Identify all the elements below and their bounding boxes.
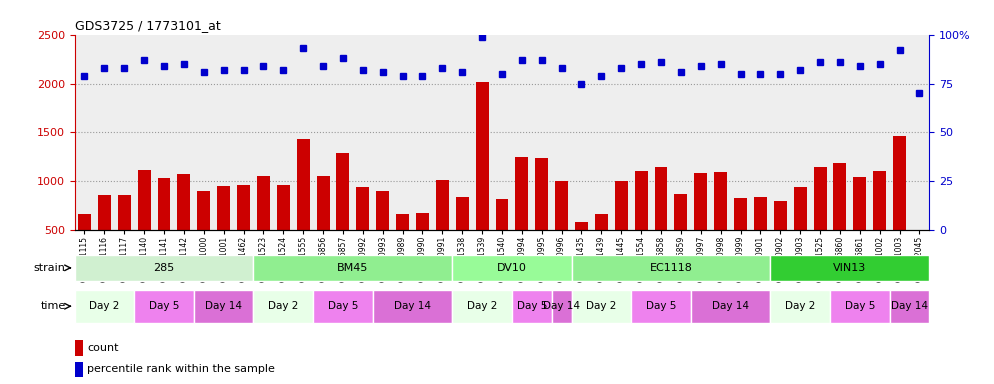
- FancyBboxPatch shape: [253, 290, 313, 323]
- FancyBboxPatch shape: [452, 290, 512, 323]
- Text: GDS3725 / 1773101_at: GDS3725 / 1773101_at: [75, 19, 221, 32]
- Text: Day 14: Day 14: [205, 301, 243, 311]
- Bar: [277, 185, 290, 279]
- Bar: [794, 187, 807, 279]
- Text: Day 14: Day 14: [891, 301, 928, 311]
- Bar: [655, 167, 668, 279]
- FancyBboxPatch shape: [631, 290, 691, 323]
- FancyBboxPatch shape: [770, 290, 830, 323]
- Text: Day 5: Day 5: [328, 301, 358, 311]
- Bar: [874, 170, 887, 279]
- Text: Day 14: Day 14: [712, 301, 749, 311]
- Bar: [615, 182, 628, 279]
- Bar: [496, 199, 509, 279]
- Bar: [894, 136, 907, 279]
- Text: strain: strain: [34, 263, 66, 273]
- Bar: [476, 81, 489, 279]
- Text: Day 2: Day 2: [268, 301, 298, 311]
- FancyBboxPatch shape: [313, 290, 373, 323]
- Bar: [178, 174, 191, 279]
- Bar: [98, 195, 111, 279]
- Bar: [297, 139, 310, 279]
- Text: Day 5: Day 5: [646, 301, 676, 311]
- FancyBboxPatch shape: [552, 290, 572, 323]
- Bar: [516, 157, 529, 279]
- Bar: [75, 362, 83, 377]
- Bar: [754, 197, 767, 279]
- Bar: [854, 177, 867, 279]
- Bar: [814, 167, 827, 279]
- FancyBboxPatch shape: [134, 290, 194, 323]
- Bar: [774, 201, 787, 279]
- Bar: [834, 163, 847, 279]
- Bar: [238, 185, 250, 279]
- Text: percentile rank within the sample: percentile rank within the sample: [87, 364, 275, 374]
- Bar: [695, 173, 708, 279]
- Bar: [556, 182, 569, 279]
- FancyBboxPatch shape: [770, 255, 929, 281]
- Text: Day 5: Day 5: [517, 301, 547, 311]
- Bar: [257, 175, 270, 279]
- Text: Day 2: Day 2: [785, 301, 815, 311]
- FancyBboxPatch shape: [830, 290, 890, 323]
- Bar: [576, 222, 588, 279]
- Text: Day 5: Day 5: [845, 301, 875, 311]
- Text: Day 2: Day 2: [467, 301, 497, 311]
- Bar: [595, 214, 608, 279]
- FancyBboxPatch shape: [452, 255, 572, 281]
- Text: DV10: DV10: [497, 263, 527, 273]
- Text: VIN13: VIN13: [833, 263, 867, 273]
- Text: Day 2: Day 2: [586, 301, 616, 311]
- Bar: [913, 237, 926, 279]
- Text: BM45: BM45: [337, 263, 369, 273]
- Text: Day 2: Day 2: [89, 301, 119, 311]
- Text: 285: 285: [153, 263, 175, 273]
- Bar: [635, 170, 648, 279]
- FancyBboxPatch shape: [890, 290, 929, 323]
- Text: Day 5: Day 5: [149, 301, 179, 311]
- Bar: [715, 172, 728, 279]
- Bar: [675, 194, 688, 279]
- FancyBboxPatch shape: [75, 255, 253, 281]
- Bar: [317, 175, 330, 279]
- Bar: [416, 213, 429, 279]
- FancyBboxPatch shape: [75, 290, 134, 323]
- Text: Day 14: Day 14: [543, 301, 580, 311]
- Text: time: time: [41, 301, 66, 311]
- Bar: [377, 191, 390, 279]
- FancyBboxPatch shape: [572, 255, 770, 281]
- FancyBboxPatch shape: [373, 290, 452, 323]
- FancyBboxPatch shape: [253, 255, 452, 281]
- Text: count: count: [87, 343, 118, 353]
- Bar: [456, 197, 469, 279]
- FancyBboxPatch shape: [691, 290, 770, 323]
- Bar: [158, 177, 171, 279]
- FancyBboxPatch shape: [572, 290, 631, 323]
- Bar: [536, 158, 549, 279]
- Bar: [198, 191, 211, 279]
- Bar: [735, 198, 747, 279]
- Bar: [75, 341, 83, 356]
- Bar: [78, 214, 91, 279]
- Bar: [337, 153, 350, 279]
- Bar: [118, 195, 131, 279]
- Bar: [137, 170, 151, 279]
- Bar: [397, 214, 410, 279]
- FancyBboxPatch shape: [194, 290, 253, 323]
- Bar: [357, 187, 370, 279]
- Text: EC1118: EC1118: [649, 263, 693, 273]
- Text: Day 14: Day 14: [394, 301, 431, 311]
- FancyBboxPatch shape: [512, 290, 552, 323]
- Bar: [436, 180, 449, 279]
- Bar: [218, 186, 231, 279]
